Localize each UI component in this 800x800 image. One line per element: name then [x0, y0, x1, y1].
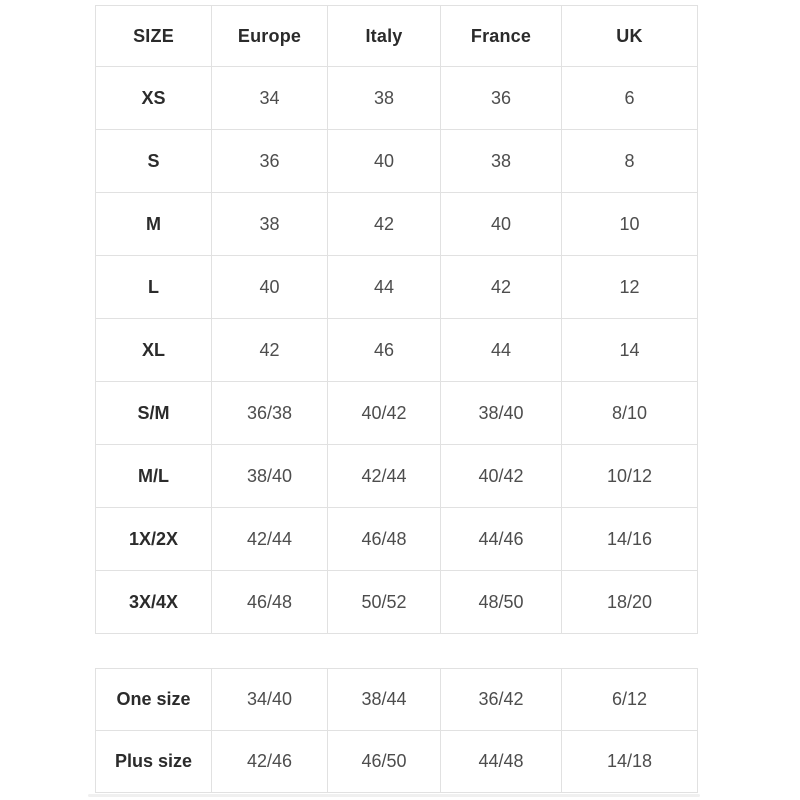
value-cell: 46/50: [327, 730, 441, 793]
value-cell: 38: [211, 192, 328, 256]
value-cell: 12: [561, 255, 698, 319]
value-cell: 14/16: [561, 507, 698, 571]
table-row: Plus size 42/46 46/50 44/48 14/18: [95, 730, 698, 793]
row-label-cell: XS: [95, 66, 212, 130]
value-cell: 10: [561, 192, 698, 256]
value-cell: 42: [211, 318, 328, 382]
value-cell: 44/46: [440, 507, 562, 571]
value-cell: 38/44: [327, 668, 441, 731]
value-cell: 42/46: [211, 730, 328, 793]
value-cell: 38/40: [211, 444, 328, 508]
value-cell: 14/18: [561, 730, 698, 793]
table-row: M/L 38/40 42/44 40/42 10/12: [95, 444, 698, 508]
row-label-cell: L: [95, 255, 212, 319]
size-chart-container: SIZE Europe Italy France UK XS 34 38 36 6 S 36…: [95, 5, 698, 793]
table-row: XL 42 46 44 14: [95, 318, 698, 382]
value-cell: 44/48: [440, 730, 562, 793]
special-size-table: One size 34/40 38/44 36/42 6/12 Plus size 42/4…: [95, 668, 698, 793]
table-row: 1X/2X 42/44 46/48 44/46 14/16: [95, 507, 698, 571]
special-size-table-body: One size 34/40 38/44 36/42 6/12 Plus size 42/4…: [95, 668, 698, 793]
table-row: M 38 42 40 10: [95, 192, 698, 256]
value-cell: 36/38: [211, 381, 328, 445]
value-cell: 40/42: [327, 381, 441, 445]
size-table-header: SIZE Europe Italy France UK: [95, 5, 698, 67]
table-row: S 36 40 38 8: [95, 129, 698, 193]
row-label-cell: One size: [95, 668, 212, 731]
value-cell: 40: [440, 192, 562, 256]
special-size-container: One size 34/40 38/44 36/42 6/12 Plus size 42/4…: [95, 668, 698, 793]
value-cell: 46/48: [211, 570, 328, 634]
value-cell: 34/40: [211, 668, 328, 731]
value-cell: 38: [327, 66, 441, 130]
bottom-divider: [88, 794, 700, 797]
size-conversion-table: SIZE Europe Italy France UK XS 34 38 36 6 S 36…: [95, 5, 698, 634]
size-table-body: XS 34 38 36 6 S 36 40 38 8 M 38 42 40 10 L 40 44 42 12 XL 42 4…: [95, 66, 698, 634]
value-cell: 44: [327, 255, 441, 319]
value-cell: 50/52: [327, 570, 441, 634]
value-cell: 42/44: [327, 444, 441, 508]
value-cell: 36: [211, 129, 328, 193]
column-header-france: France: [440, 5, 562, 67]
table-row: One size 34/40 38/44 36/42 6/12: [95, 668, 698, 731]
table-row: 3X/4X 46/48 50/52 48/50 18/20: [95, 570, 698, 634]
value-cell: 38/40: [440, 381, 562, 445]
column-header-italy: Italy: [327, 5, 441, 67]
value-cell: 46/48: [327, 507, 441, 571]
value-cell: 14: [561, 318, 698, 382]
header-row: SIZE Europe Italy France UK: [95, 5, 698, 67]
table-row: XS 34 38 36 6: [95, 66, 698, 130]
value-cell: 36/42: [440, 668, 562, 731]
column-header-europe: Europe: [211, 5, 328, 67]
value-cell: 38: [440, 129, 562, 193]
value-cell: 6/12: [561, 668, 698, 731]
value-cell: 42: [327, 192, 441, 256]
value-cell: 40/42: [440, 444, 562, 508]
value-cell: 6: [561, 66, 698, 130]
row-label-cell: M/L: [95, 444, 212, 508]
value-cell: 48/50: [440, 570, 562, 634]
value-cell: 18/20: [561, 570, 698, 634]
value-cell: 10/12: [561, 444, 698, 508]
value-cell: 36: [440, 66, 562, 130]
value-cell: 42/44: [211, 507, 328, 571]
value-cell: 44: [440, 318, 562, 382]
table-row: L 40 44 42 12: [95, 255, 698, 319]
row-label-cell: 1X/2X: [95, 507, 212, 571]
value-cell: 8/10: [561, 381, 698, 445]
row-label-cell: 3X/4X: [95, 570, 212, 634]
row-label-cell: S/M: [95, 381, 212, 445]
column-header-uk: UK: [561, 5, 698, 67]
row-label-cell: M: [95, 192, 212, 256]
row-label-cell: S: [95, 129, 212, 193]
value-cell: 40: [211, 255, 328, 319]
table-row: S/M 36/38 40/42 38/40 8/10: [95, 381, 698, 445]
column-header-size: SIZE: [95, 5, 212, 67]
row-label-cell: XL: [95, 318, 212, 382]
row-label-cell: Plus size: [95, 730, 212, 793]
value-cell: 34: [211, 66, 328, 130]
value-cell: 42: [440, 255, 562, 319]
value-cell: 40: [327, 129, 441, 193]
value-cell: 8: [561, 129, 698, 193]
value-cell: 46: [327, 318, 441, 382]
